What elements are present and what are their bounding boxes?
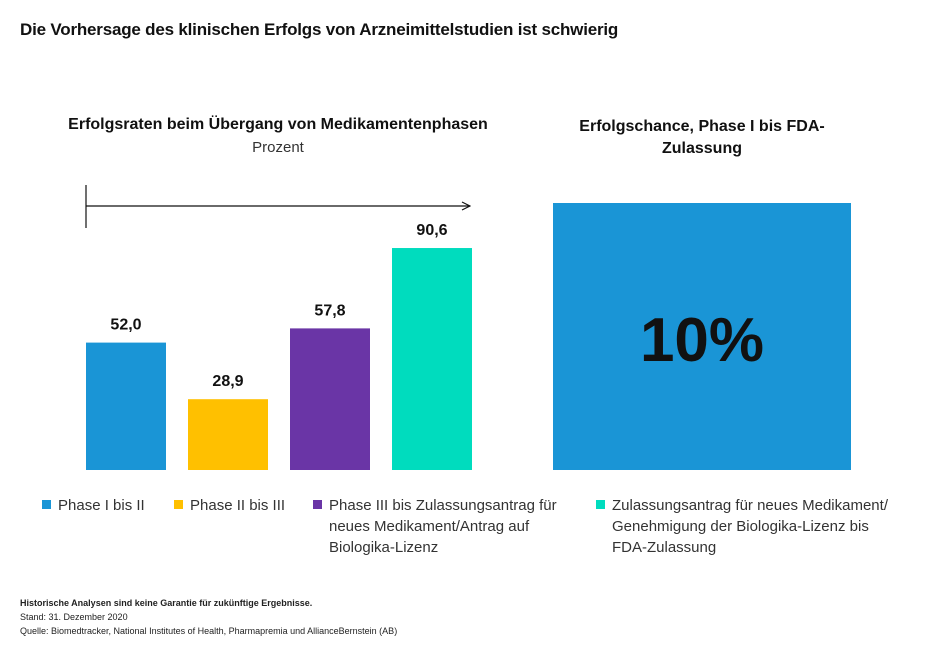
bar-chart-title: Erfolgsraten beim Übergang von Medikamen… (68, 116, 488, 133)
legend-label: Phase II bis III (190, 497, 286, 514)
bar-4 (392, 248, 472, 470)
page-title: Die Vorhersage des klinischen Erfolgs vo… (20, 20, 619, 39)
bar-value-label-4: 90,6 (416, 222, 447, 239)
footer-disclaimer: Historische Analysen sind keine Garantie… (20, 598, 313, 608)
legend-swatch (174, 500, 183, 509)
bar-2 (188, 399, 268, 470)
bar-value-label-3: 57,8 (314, 302, 345, 319)
footer-date: Stand: 31. Dezember 2020 (20, 612, 128, 622)
legend-label: Zulassungsantrag für neues Medikament/Ge… (612, 497, 888, 556)
bar-1 (86, 342, 166, 470)
summary-box (553, 203, 851, 470)
footer-source: Quelle: Biomedtracker, National Institut… (20, 626, 398, 636)
summary-value-label: 10% (640, 306, 764, 375)
summary-title: Erfolgschance, Phase I bis FDA-Zulassung (579, 118, 825, 157)
legend-label: Phase III bis Zulassungsantrag für neues … (329, 497, 557, 556)
bar-value-label-2: 28,9 (212, 373, 243, 390)
legend-swatch (596, 500, 605, 509)
legend-label: Phase I bis II (58, 497, 145, 514)
legend-swatch (313, 500, 322, 509)
legend-swatch (42, 500, 51, 509)
bar-value-label-1: 52,0 (110, 317, 141, 334)
bar-chart-subtitle: Prozent (252, 139, 304, 156)
bar-3 (290, 328, 370, 470)
